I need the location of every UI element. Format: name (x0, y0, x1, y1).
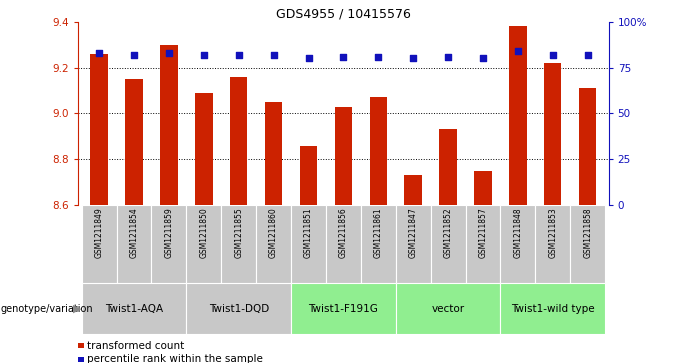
Text: Twist1-DQD: Twist1-DQD (209, 303, 269, 314)
Point (547, 52, 558, 58)
Text: GSM1211857: GSM1211857 (479, 207, 488, 258)
Point (443, 54, 454, 60)
Bar (361, 205, 396, 283)
Bar (221, 205, 256, 283)
Bar (160, 45, 177, 205)
Bar (509, 26, 526, 205)
Bar (474, 171, 492, 205)
Bar (90, 54, 108, 205)
Point (163, 50, 174, 56)
Bar (430, 205, 466, 283)
Text: ▶: ▶ (73, 303, 82, 314)
Text: GSM1211847: GSM1211847 (409, 207, 418, 258)
Point (582, 52, 593, 58)
Point (477, 56, 488, 61)
Bar (535, 205, 571, 283)
Point (129, 52, 139, 58)
Text: GSM1211848: GSM1211848 (513, 207, 522, 258)
Text: percentile rank within the sample: percentile rank within the sample (87, 354, 262, 363)
Point (373, 54, 384, 60)
Text: GSM1211858: GSM1211858 (583, 207, 592, 258)
Point (338, 54, 349, 60)
Text: GSM1211859: GSM1211859 (165, 207, 173, 258)
Bar (82, 205, 116, 283)
Bar (369, 97, 387, 205)
Bar (500, 283, 605, 334)
Point (199, 52, 209, 58)
Bar (579, 88, 596, 205)
Text: GSM1211861: GSM1211861 (374, 207, 383, 258)
Text: GSM1211853: GSM1211853 (548, 207, 558, 258)
Bar (265, 102, 282, 205)
Text: GSM1211849: GSM1211849 (95, 207, 103, 258)
Text: GSM1211850: GSM1211850 (199, 207, 208, 258)
Bar (230, 77, 248, 205)
Text: vector: vector (432, 303, 464, 314)
Bar (466, 205, 500, 283)
Text: Twist1-wild type: Twist1-wild type (511, 303, 594, 314)
Bar (335, 107, 352, 205)
Text: Twist1-AQA: Twist1-AQA (105, 303, 163, 314)
Text: GSM1211854: GSM1211854 (129, 207, 139, 258)
Bar (125, 79, 143, 205)
Bar (300, 146, 318, 205)
Point (94, 50, 105, 56)
Bar (571, 205, 605, 283)
Bar (186, 205, 221, 283)
Text: transformed count: transformed count (87, 340, 184, 351)
Bar (405, 175, 422, 205)
Text: GSM1211856: GSM1211856 (339, 207, 348, 258)
Title: GDS4955 / 10415576: GDS4955 / 10415576 (276, 8, 411, 21)
Point (408, 56, 419, 61)
Bar (195, 93, 213, 205)
Bar (291, 205, 326, 283)
Text: Twist1-F191G: Twist1-F191G (309, 303, 378, 314)
Bar (439, 130, 457, 205)
Text: GSM1211855: GSM1211855 (234, 207, 243, 258)
Text: GSM1211852: GSM1211852 (443, 207, 453, 258)
Bar (544, 63, 562, 205)
Bar (500, 205, 535, 283)
Bar (82, 283, 186, 334)
Bar (396, 205, 430, 283)
Bar (152, 205, 186, 283)
Point (303, 56, 314, 61)
Point (233, 52, 244, 58)
Point (268, 52, 279, 58)
Bar (396, 283, 500, 334)
Text: genotype/variation: genotype/variation (1, 303, 93, 314)
Bar (326, 205, 361, 283)
Bar (291, 283, 396, 334)
Text: GSM1211860: GSM1211860 (269, 207, 278, 258)
Point (513, 48, 524, 54)
Bar (116, 205, 152, 283)
Bar (186, 283, 291, 334)
Bar (256, 205, 291, 283)
Text: GSM1211851: GSM1211851 (304, 207, 313, 258)
